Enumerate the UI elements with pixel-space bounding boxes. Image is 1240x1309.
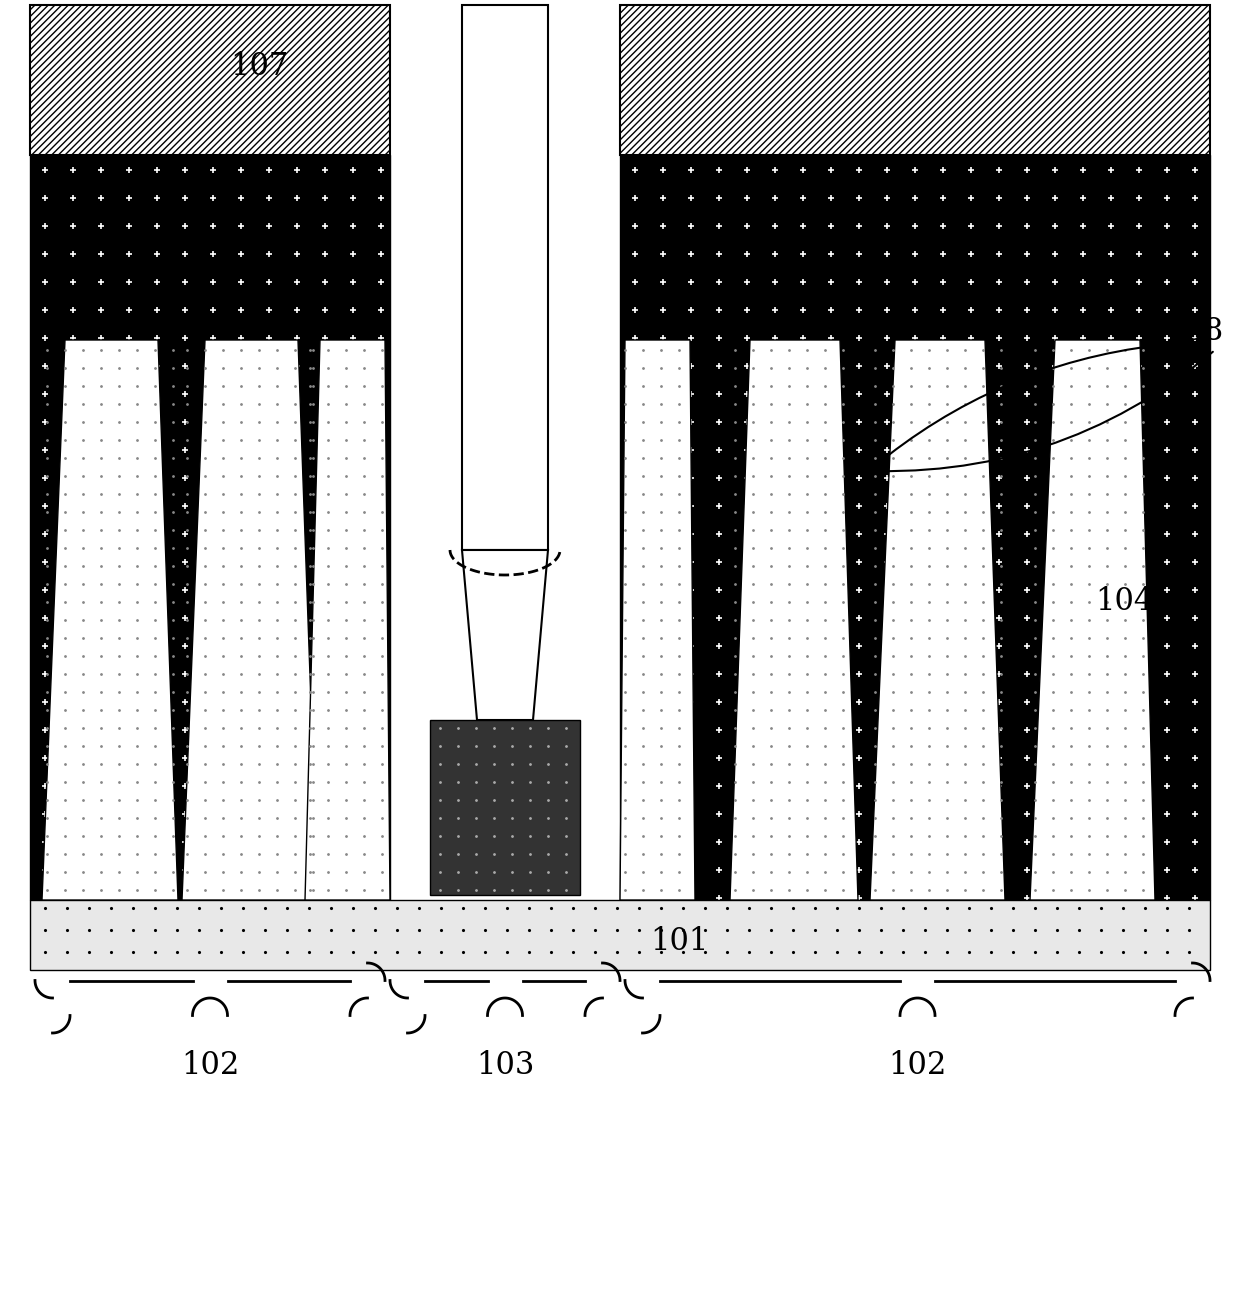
Text: 102: 102: [888, 1051, 946, 1081]
Text: 108: 108: [1166, 315, 1223, 347]
Text: 102: 102: [181, 1051, 239, 1081]
Polygon shape: [730, 340, 858, 901]
Polygon shape: [30, 5, 391, 154]
Polygon shape: [870, 340, 1004, 901]
Text: 101: 101: [650, 925, 708, 957]
Polygon shape: [42, 340, 179, 901]
Text: 103: 103: [476, 1051, 534, 1081]
Text: 107: 107: [229, 51, 288, 82]
Polygon shape: [430, 720, 580, 895]
Polygon shape: [30, 154, 391, 901]
Polygon shape: [463, 550, 548, 720]
Polygon shape: [182, 340, 317, 901]
Text: 104: 104: [1095, 586, 1153, 617]
Polygon shape: [1030, 340, 1154, 901]
Polygon shape: [620, 340, 694, 901]
Polygon shape: [305, 340, 391, 901]
Polygon shape: [620, 154, 1210, 901]
Polygon shape: [620, 5, 1210, 154]
Polygon shape: [30, 901, 1210, 970]
Polygon shape: [463, 5, 548, 550]
